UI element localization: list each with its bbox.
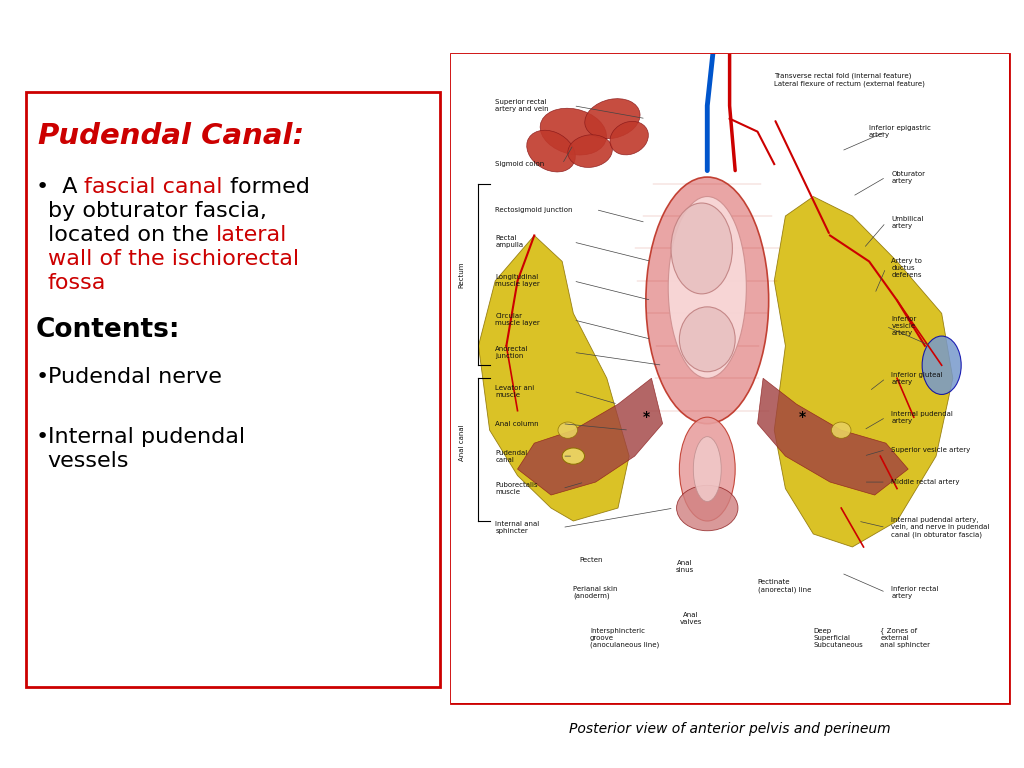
Text: Sigmoid colon: Sigmoid colon: [496, 161, 545, 167]
Ellipse shape: [568, 135, 612, 167]
Text: Inferior gluteal
artery: Inferior gluteal artery: [892, 372, 943, 385]
Text: wall of the ischiorectal: wall of the ischiorectal: [47, 249, 299, 269]
Polygon shape: [774, 197, 953, 547]
Text: fascial canal: fascial canal: [84, 177, 223, 197]
Ellipse shape: [558, 422, 578, 439]
Text: Anal canal: Anal canal: [459, 425, 465, 462]
Text: Levator ani
muscle: Levator ani muscle: [496, 385, 535, 398]
Text: Anal
valves: Anal valves: [679, 612, 701, 625]
Text: *: *: [799, 410, 806, 424]
Text: Superior vesicle artery: Superior vesicle artery: [892, 447, 971, 452]
Text: Longitudinal
muscle layer: Longitudinal muscle layer: [496, 274, 540, 287]
Text: formed: formed: [223, 177, 309, 197]
Text: •: •: [36, 427, 49, 447]
Ellipse shape: [541, 108, 606, 155]
Text: located on the: located on the: [47, 225, 215, 245]
Ellipse shape: [671, 203, 732, 294]
Text: Intersphincteric
groove
(anoculaneous line): Intersphincteric groove (anoculaneous li…: [590, 627, 659, 648]
Ellipse shape: [585, 98, 640, 139]
Text: fossa: fossa: [47, 273, 105, 293]
Text: Middle rectal artery: Middle rectal artery: [892, 479, 959, 485]
Text: Umbilical
artery: Umbilical artery: [892, 216, 924, 229]
Text: Posterior view of anterior pelvis and perineum: Posterior view of anterior pelvis and pe…: [568, 722, 891, 737]
Text: Inferior rectal
artery: Inferior rectal artery: [892, 586, 939, 599]
Polygon shape: [517, 379, 663, 495]
Ellipse shape: [610, 121, 648, 155]
Text: { Zones of
external
anal sphincter: { Zones of external anal sphincter: [881, 627, 930, 648]
Text: A: A: [47, 177, 84, 197]
Text: Internal pudendal
artery: Internal pudendal artery: [892, 411, 953, 424]
Text: Pudendal Canal:: Pudendal Canal:: [38, 122, 304, 151]
Text: •: •: [36, 367, 49, 387]
Text: Pectinate
(anorectal) line: Pectinate (anorectal) line: [758, 579, 811, 593]
Text: Pudendal nerve: Pudendal nerve: [47, 367, 221, 387]
Text: Deep
Superficial
Subcutaneous: Deep Superficial Subcutaneous: [813, 627, 863, 648]
Text: Rectosigmoid junction: Rectosigmoid junction: [496, 207, 572, 213]
Text: Inferior
vesicle
artery: Inferior vesicle artery: [892, 316, 916, 336]
Text: vessels: vessels: [47, 451, 129, 471]
Text: Rectal
ampulla: Rectal ampulla: [496, 236, 523, 249]
Text: Contents:: Contents:: [36, 317, 180, 343]
Text: Obturator
artery: Obturator artery: [892, 170, 926, 184]
Text: Anorectal
junction: Anorectal junction: [496, 346, 528, 359]
Ellipse shape: [679, 417, 735, 521]
Ellipse shape: [831, 422, 851, 439]
Ellipse shape: [677, 485, 738, 531]
Ellipse shape: [526, 131, 575, 172]
Text: Anal
sinus: Anal sinus: [676, 560, 694, 573]
Ellipse shape: [679, 307, 735, 372]
Ellipse shape: [693, 437, 721, 502]
Text: Anal column: Anal column: [496, 421, 539, 427]
Text: Transverse rectal fold (internal feature)
Lateral flexure of rectum (external fe: Transverse rectal fold (internal feature…: [774, 73, 925, 87]
Text: Perianal skin
(anoderm): Perianal skin (anoderm): [573, 586, 617, 599]
Text: •: •: [36, 177, 49, 197]
Text: Rectum: Rectum: [459, 261, 465, 288]
Bar: [26, 92, 440, 687]
Ellipse shape: [923, 336, 962, 395]
Text: Artery to
ductus
deferens: Artery to ductus deferens: [892, 258, 923, 278]
Text: Internal anal
sphincter: Internal anal sphincter: [496, 521, 540, 534]
Polygon shape: [478, 236, 629, 521]
Ellipse shape: [669, 197, 746, 379]
Text: *: *: [642, 410, 649, 424]
Text: Pudendal
canal: Pudendal canal: [496, 449, 527, 462]
Ellipse shape: [562, 448, 585, 464]
Text: Inferior epigastric
artery: Inferior epigastric artery: [869, 125, 931, 138]
Text: Superior rectal
artery and vein: Superior rectal artery and vein: [496, 99, 549, 112]
Text: Circular
muscle layer: Circular muscle layer: [496, 313, 540, 326]
Text: Internal pudendal: Internal pudendal: [47, 427, 245, 447]
Bar: [451, 54, 1009, 703]
Text: Internal pudendal artery,
vein, and nerve in pudendal
canal (in obturator fascia: Internal pudendal artery, vein, and nerv…: [892, 518, 990, 538]
Ellipse shape: [646, 177, 769, 424]
Text: lateral: lateral: [215, 225, 287, 245]
Text: Puborectalis
muscle: Puborectalis muscle: [496, 482, 538, 495]
Polygon shape: [758, 379, 908, 495]
Text: by obturator fascia,: by obturator fascia,: [47, 201, 266, 221]
Text: Pecten: Pecten: [579, 557, 602, 563]
